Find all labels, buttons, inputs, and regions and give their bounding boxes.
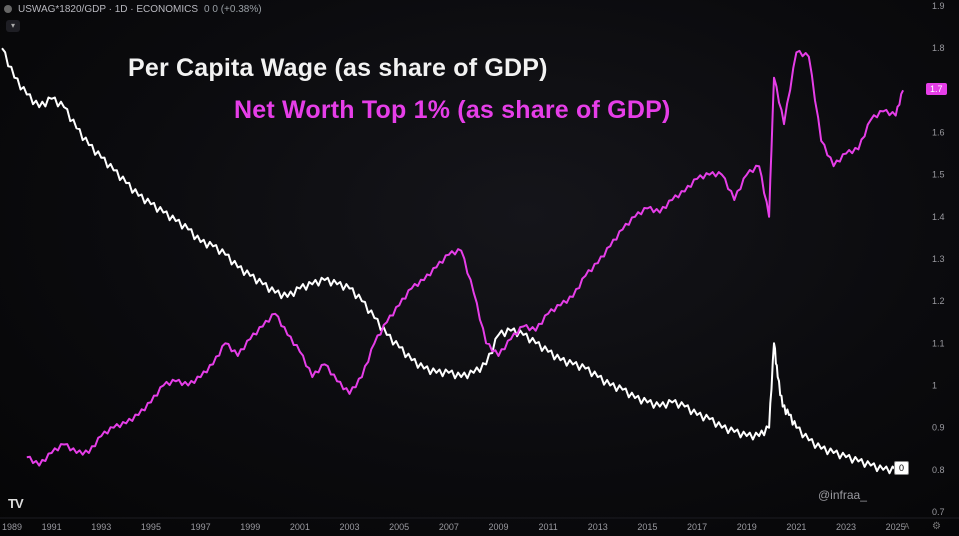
x-tick-label: 2021: [786, 522, 806, 532]
x-tick-label: 1989: [2, 522, 22, 532]
y-tick-label: 0.8: [932, 465, 945, 475]
symbol-value: 0 0 (+0.38%): [204, 3, 262, 15]
chevron-down-icon[interactable]: ▾: [6, 20, 20, 32]
x-tick-label: 2015: [637, 522, 657, 532]
y-tick-label: 1: [932, 381, 937, 391]
x-tick-label: 2019: [737, 522, 757, 532]
y-tick-label: 1.2: [932, 296, 945, 306]
x-tick-label: 2001: [290, 522, 310, 532]
x-tick-label: 1995: [141, 522, 161, 532]
x-tick-label: 2011: [538, 522, 557, 532]
x-tick-label: 2017: [687, 522, 707, 532]
gear-icon[interactable]: ⚙: [932, 521, 941, 532]
y-tick-label: 0.9: [932, 423, 945, 433]
networth-series-line[interactable]: [26, 49, 904, 467]
x-tick-label: 2023: [836, 522, 856, 532]
y-tick-label: 1.4: [932, 212, 945, 222]
author-watermark: @infraa_: [818, 488, 867, 502]
tradingview-logo-icon[interactable]: TV: [8, 496, 24, 511]
networth-last-value-tag: 1.7: [926, 83, 947, 95]
x-tick-label: 2025: [886, 522, 906, 532]
x-tick-label: 1993: [91, 522, 111, 532]
symbol-header[interactable]: USWAG*1820/GDP · 1D · ECONOMICS 0 0 (+0.…: [0, 0, 262, 18]
y-tick-label: 1.8: [932, 43, 945, 53]
y-tick-label: 0.7: [932, 507, 945, 517]
y-tick-label: 1.6: [932, 128, 945, 138]
y-tick-label: 1.1: [932, 338, 945, 348]
x-tick-label: 1991: [42, 522, 62, 532]
wage-series-line[interactable]: [1, 47, 907, 475]
x-tick-label: 2013: [588, 522, 608, 532]
x-tick-label: 1999: [240, 522, 260, 532]
symbol-status-icon: [4, 5, 12, 13]
x-tick-label: 2005: [389, 522, 409, 532]
y-tick-label: 1.9: [932, 1, 945, 11]
x-tick-label: 2007: [439, 522, 459, 532]
x-tick-label: 2003: [340, 522, 360, 532]
y-tick-label: 1.3: [932, 254, 945, 264]
x-tick-label: 2009: [488, 522, 508, 532]
symbol-label[interactable]: USWAG*1820/GDP · 1D · ECONOMICS: [18, 3, 199, 15]
networth-series-title: Net Worth Top 1% (as share of GDP): [234, 96, 671, 124]
wage-last-value-tag: 0: [894, 461, 910, 475]
wage-series-title: Per Capita Wage (as share of GDP): [128, 54, 548, 82]
y-tick-label: 1.5: [932, 170, 945, 180]
auto-scale-button[interactable]: A: [904, 522, 910, 531]
x-tick-label: 1997: [191, 522, 211, 532]
